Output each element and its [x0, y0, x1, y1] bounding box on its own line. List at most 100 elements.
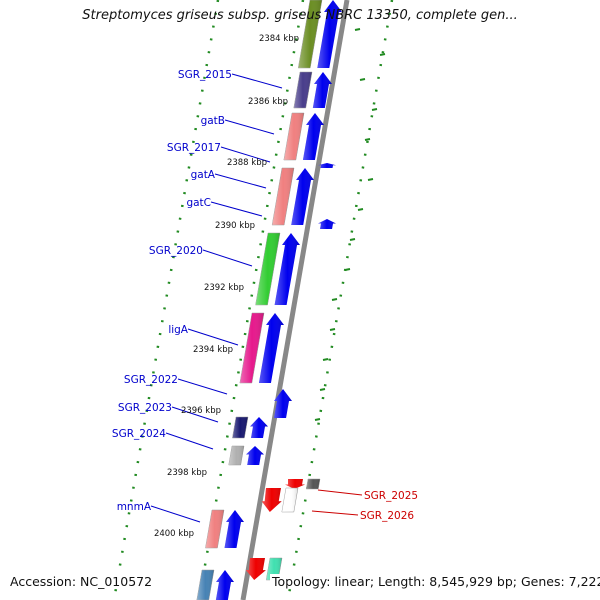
arrow-shade: [312, 72, 332, 108]
bin-dash: [329, 328, 336, 331]
dotted-guide-mid: [197, 0, 305, 600]
gene-label[interactable]: SGR_2017: [167, 142, 221, 154]
gene-block-shade: [228, 446, 244, 465]
bin-dash: [344, 268, 351, 271]
kbp-tick-label: 2392 kbp: [204, 283, 244, 293]
gene-block-shade: [306, 479, 320, 489]
arrow-shade: [258, 313, 284, 383]
gene-gatB[interactable]: [283, 112, 324, 161]
gene-block-shade: [196, 570, 214, 600]
genome-title: Streptomyces griseus subsp. griseus NBRC…: [82, 8, 518, 23]
gene-label[interactable]: SGR_2015: [178, 69, 232, 81]
gene-SGR_2022[interactable]: [274, 389, 292, 418]
topology-text: Topology: linear; Length: 8,545,929 bp; …: [270, 574, 600, 589]
gene-SGR_2024[interactable]: [228, 445, 264, 466]
leader-line: [214, 173, 267, 189]
arrow-shade: [285, 479, 306, 489]
leader-line: [177, 378, 228, 395]
gene-gatA[interactable]: [271, 167, 314, 226]
gene-SGR_2026[interactable]: [261, 487, 299, 513]
gene-block-shade: [272, 168, 294, 225]
leader-line: [171, 406, 219, 423]
arrow-shade: [246, 446, 264, 465]
bin-dash: [364, 138, 371, 141]
arrow-shade: [317, 0, 342, 68]
gene-gatC[interactable]: [318, 219, 336, 229]
bin-dash: [379, 53, 386, 56]
dotted-guide-left: [112, 0, 220, 600]
kbp-tick-label: 2390 kbp: [215, 221, 255, 231]
gene-label[interactable]: SGR_2022: [124, 374, 178, 386]
arrow-shade: [318, 219, 336, 229]
bin-dash: [371, 108, 378, 111]
gene-label[interactable]: gatC: [186, 197, 211, 209]
arrow-shade: [250, 417, 268, 438]
gene-block-shade: [255, 233, 280, 305]
gene-label[interactable]: gatA: [191, 169, 216, 181]
gene-SGR_2020[interactable]: [255, 232, 300, 306]
arrow-shade: [245, 558, 266, 580]
backbone-line: [240, 0, 350, 600]
arrow-shade: [261, 488, 282, 512]
arrow-shade: [291, 168, 314, 225]
arrow-shade: [224, 510, 244, 548]
kbp-tick-label: 2398 kbp: [167, 468, 207, 478]
leader-line: [317, 489, 363, 496]
kbp-tick-label: 2394 kbp: [193, 345, 233, 355]
kbp-tick-label: 2396 kbp: [181, 406, 221, 416]
gene-SGR_2025[interactable]: [285, 478, 321, 490]
kbp-tick-label: 2400 kbp: [154, 529, 194, 539]
gene-unlabeled-0[interactable]: [297, 0, 342, 69]
kbp-tick-label: 2384 kbp: [259, 34, 299, 44]
bin-dash: [354, 28, 361, 31]
gene-block-shade: [293, 72, 312, 108]
kbp-tick-label: 2388 kbp: [227, 158, 267, 168]
leader-line: [210, 201, 263, 217]
bin-dash: [331, 298, 338, 301]
bin-dash: [319, 388, 326, 391]
gene-SGR_2015[interactable]: [293, 71, 332, 109]
bin-dash: [357, 208, 364, 211]
arrow-shade: [274, 233, 300, 305]
leader-line: [187, 328, 239, 346]
bin-dash: [367, 178, 374, 181]
arrow-shade: [274, 389, 292, 418]
bin-dash: [359, 78, 366, 81]
leader-line: [220, 146, 271, 163]
gene-block-shade: [239, 313, 264, 383]
gene-label[interactable]: SGR_2020: [149, 245, 203, 257]
leader-line: [202, 249, 253, 267]
kbp-tick-label: 2386 kbp: [248, 97, 288, 107]
gene-SGR_2023[interactable]: [232, 416, 268, 439]
bin-dash: [314, 418, 321, 421]
gene-label[interactable]: SGR_2024: [112, 428, 166, 440]
arrow-shade: [215, 570, 234, 600]
leader-line: [150, 505, 201, 523]
leader-line: [224, 119, 275, 135]
gene-label[interactable]: mnmA: [117, 501, 152, 513]
gene-block-shade: [205, 510, 224, 548]
gene-block-shade: [298, 0, 322, 68]
arrow-shade: [318, 163, 336, 168]
leader-line: [165, 432, 214, 450]
gene-block-shade: [283, 113, 304, 160]
dotted-guide-right: [286, 0, 394, 600]
leader-line: [311, 510, 359, 516]
bin-dash: [322, 358, 329, 361]
gene-block-shade: [281, 488, 298, 512]
gene-label[interactable]: SGR_2026: [360, 510, 414, 522]
gene-label[interactable]: gatB: [201, 115, 225, 127]
gene-block-shade: [232, 417, 248, 438]
gene-unlabeled-15[interactable]: [196, 569, 234, 600]
leader-line: [231, 73, 283, 89]
gene-SGR_2017[interactable]: [318, 163, 336, 168]
gene-label[interactable]: SGR_2025: [364, 490, 418, 502]
gene-label[interactable]: SGR_2023: [118, 402, 172, 414]
arrow-shade: [302, 113, 324, 160]
gene-label[interactable]: ligA: [168, 324, 188, 336]
bin-dash: [349, 238, 356, 241]
accession-text: Accession: NC_010572: [8, 574, 155, 589]
gene-ligA[interactable]: [239, 312, 284, 384]
gene-mnmA[interactable]: [205, 509, 244, 549]
